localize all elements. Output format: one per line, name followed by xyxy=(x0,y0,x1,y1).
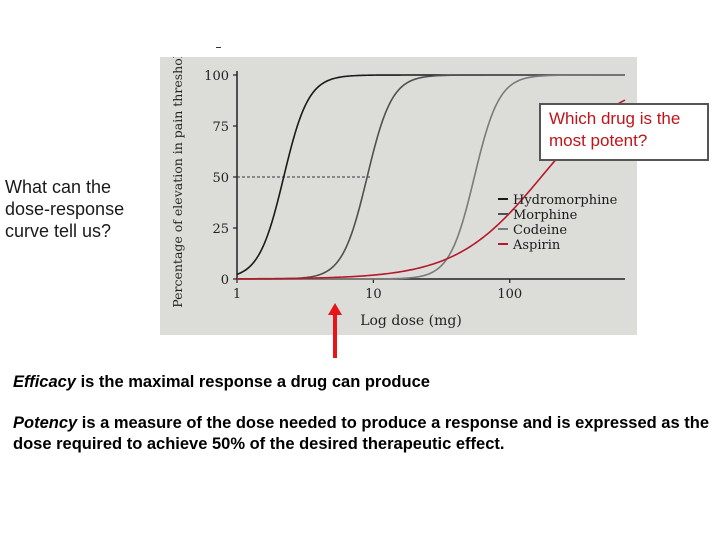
efficacy-term: Efficacy xyxy=(13,373,76,391)
dose-pointer-line xyxy=(333,312,337,358)
y-tick-label: 50 xyxy=(212,171,229,186)
x-tick-label: 100 xyxy=(497,287,522,302)
dose-response-chart: 0 25 50 75 100 1 10 100 Log dose (mg) Percentage … xyxy=(160,57,637,335)
legend-label: Aspirin xyxy=(512,238,561,253)
callout-line: Which drug is the xyxy=(549,109,681,128)
y-tick-label: 75 xyxy=(212,120,229,135)
y-tick-label: 0 xyxy=(221,273,229,288)
efficacy-text: is the maximal response a drug can produ… xyxy=(76,373,430,391)
x-tick-label: 1 xyxy=(233,287,241,302)
potency-text: is a measure of the dose needed to produ… xyxy=(13,414,709,453)
side-question-line: What can the xyxy=(5,177,112,197)
potency-callout: Which drug is the most potent? xyxy=(539,103,709,161)
potency-definition: Potency is a measure of the dose needed … xyxy=(13,413,713,455)
legend-label: Morphine xyxy=(513,208,578,223)
y-tick-label: 25 xyxy=(212,222,229,237)
callout-line: most potent? xyxy=(549,131,648,150)
dose-pointer-arrowhead xyxy=(328,303,342,315)
x-axis-label: Log dose (mg) xyxy=(360,313,462,329)
potency-term: Potency xyxy=(13,414,78,432)
y-tick-label: 100 xyxy=(204,69,229,84)
legend-label: Codeine xyxy=(513,223,567,238)
side-question-line: curve tell us? xyxy=(5,221,112,241)
efficacy-definition: Efficacy is the maximal response a drug … xyxy=(13,372,713,393)
side-question-line: dose-response xyxy=(5,199,125,219)
side-question: What can the dose-response curve tell us… xyxy=(5,176,155,242)
x-tick-label: 10 xyxy=(365,287,382,302)
top-dash xyxy=(216,47,221,48)
definitions: Efficacy is the maximal response a drug … xyxy=(13,372,713,455)
chart-canvas: 0 25 50 75 100 1 10 100 Log dose (mg) Percentage … xyxy=(170,57,626,329)
y-axis-label: Percentage of elevation in pain threshol… xyxy=(170,57,185,308)
legend-label: Hydromorphine xyxy=(513,193,618,208)
